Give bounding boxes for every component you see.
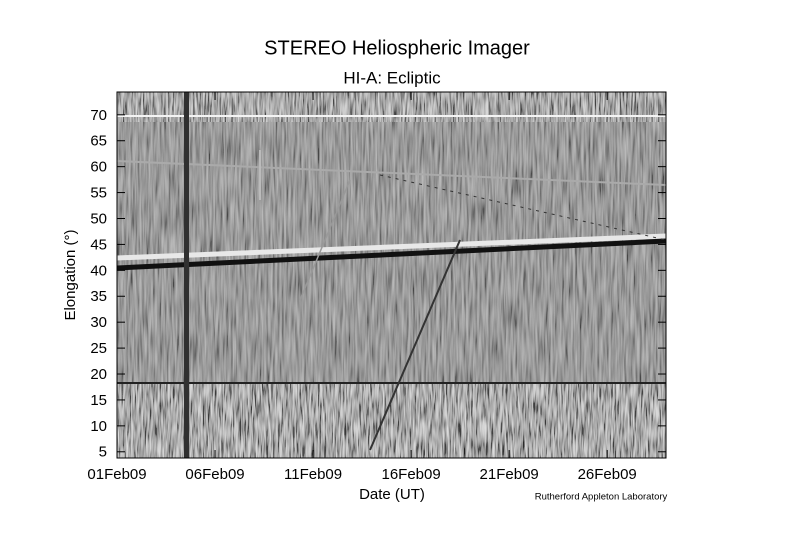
image-texture-low	[117, 383, 666, 458]
y-tick-label: 5	[99, 444, 107, 461]
y-tick-label: 65	[90, 133, 107, 150]
chart-title: STEREO Heliospheric Imager	[264, 37, 530, 59]
plot-frame	[116, 91, 667, 459]
y-tick-label: 70	[90, 107, 107, 124]
x-tick-label: 01Feb09	[87, 466, 146, 483]
y-tick-label: 40	[90, 262, 107, 279]
image-feature	[117, 238, 666, 271]
y-tick-label: 15	[90, 392, 107, 409]
x-tick-label: 26Feb09	[578, 466, 637, 483]
x-axis-label: Date (UT)	[359, 486, 425, 503]
image-feature	[379, 174, 666, 241]
image-feature	[299, 179, 351, 301]
y-tick-label: 55	[90, 185, 107, 202]
y-tick-label: 20	[90, 366, 107, 383]
credit: Rutherford Appleton Laboratory	[535, 492, 668, 503]
image-texture-top	[117, 92, 666, 122]
jmap-image	[117, 92, 666, 458]
image-feature	[369, 239, 461, 451]
image-feature	[117, 160, 666, 186]
y-tick-label: 25	[90, 340, 107, 357]
x-tick-label: 06Feb09	[185, 466, 244, 483]
x-tick-label: 21Feb09	[480, 466, 539, 483]
y-tick-label: 45	[90, 236, 107, 253]
y-tick-label: 50	[90, 210, 107, 227]
y-tick-label: 35	[90, 288, 107, 305]
image-feature	[117, 233, 666, 261]
y-tick-label: 60	[90, 159, 107, 176]
y-axis-label: Elongation (°)	[62, 229, 79, 320]
y-tick-label: 30	[90, 314, 107, 331]
x-tick-label: 16Feb09	[381, 466, 440, 483]
data-gap	[184, 92, 189, 458]
x-tick-label: 11Feb09	[284, 466, 342, 483]
y-tick-label: 10	[90, 418, 107, 435]
chart-subtitle: HI-A: Ecliptic	[343, 68, 441, 87]
